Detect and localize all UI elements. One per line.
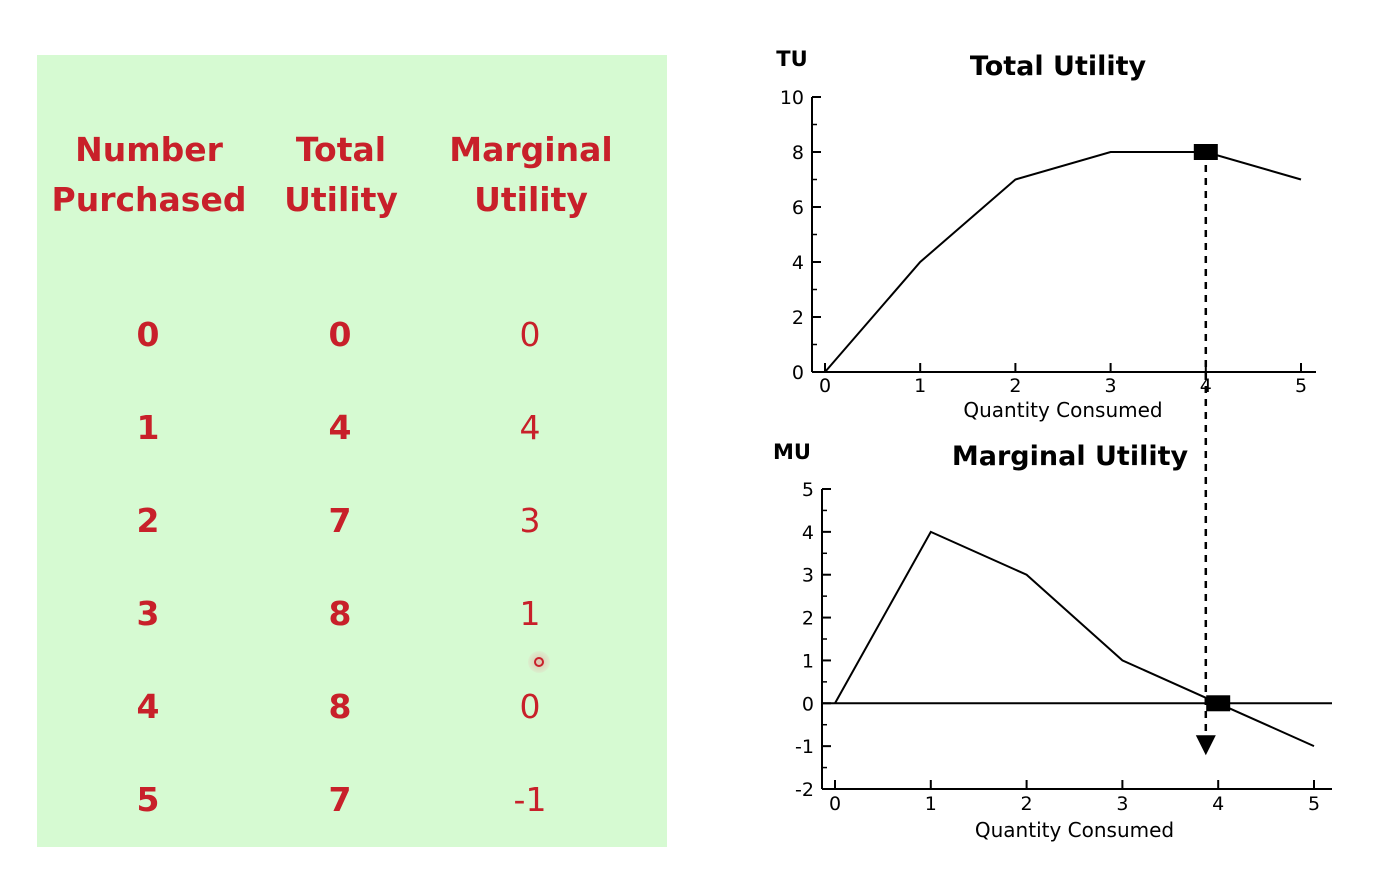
x-tick-label: 0 xyxy=(829,793,841,815)
y-tick-label: 8 xyxy=(792,142,804,164)
table-cell: 7 xyxy=(328,501,352,540)
y-tick-label: 0 xyxy=(802,693,814,715)
x-tick-label: 3 xyxy=(1116,793,1128,815)
chart-title: Total Utility xyxy=(970,51,1147,82)
table-cell: 0 xyxy=(136,315,160,354)
x-axis-label: Quantity Consumed xyxy=(975,818,1174,842)
table-cell: 8 xyxy=(328,687,352,726)
table-cell: 4 xyxy=(328,408,352,447)
y-tick-label: 6 xyxy=(792,197,804,219)
table-cell: 0 xyxy=(519,315,541,354)
table-cell: 3 xyxy=(519,501,541,540)
header-total-utility: Total Utility xyxy=(284,130,398,219)
table-cell: 1 xyxy=(136,408,160,447)
table-cell: 4 xyxy=(519,408,541,447)
series-line xyxy=(824,151,1302,373)
cursor-indicator xyxy=(528,651,550,673)
table-cell: -1 xyxy=(513,780,547,819)
y-tick-label: 5 xyxy=(802,479,814,501)
x-tick-label: 2 xyxy=(1009,375,1021,397)
y-tick-label: 0 xyxy=(792,362,804,384)
y-tick-label: 10 xyxy=(780,87,804,109)
highlight-marker xyxy=(1206,695,1231,712)
x-tick-label: 0 xyxy=(819,375,831,397)
y-axis-label: MU xyxy=(773,440,811,464)
table-cell: 8 xyxy=(328,594,352,633)
header-number-purchased: Number Purchased xyxy=(51,130,247,219)
y-tick-label: 3 xyxy=(802,565,814,587)
table-cell: 1 xyxy=(519,594,541,633)
y-axis-label: TU xyxy=(776,47,807,71)
header-marginal-utility: Marginal Utility xyxy=(449,130,613,219)
x-tick-label: 2 xyxy=(1021,793,1033,815)
y-tick-label: -1 xyxy=(795,736,814,758)
table-cell: 5 xyxy=(136,780,160,819)
chart-title: Marginal Utility xyxy=(952,441,1189,472)
x-tick-label: 1 xyxy=(914,375,926,397)
x-tick-label: 5 xyxy=(1308,793,1320,815)
x-tick-label: 3 xyxy=(1105,375,1117,397)
y-tick-label: 2 xyxy=(802,608,814,630)
y-tick-label: 4 xyxy=(792,252,804,274)
table-cell: 3 xyxy=(136,594,160,633)
x-tick-label: 5 xyxy=(1295,375,1307,397)
x-tick-label: 1 xyxy=(925,793,937,815)
table-cell: 0 xyxy=(328,315,352,354)
y-tick-label: 1 xyxy=(802,650,814,672)
y-tick-label: 2 xyxy=(792,307,804,329)
table-cell: 4 xyxy=(136,687,160,726)
utility-table: Number Purchased Total Utility Marginal … xyxy=(37,55,667,847)
y-tick-label: 4 xyxy=(802,522,814,544)
x-axis-label: Quantity Consumed xyxy=(963,398,1162,422)
table-cell: 0 xyxy=(519,687,541,726)
table-cell: 7 xyxy=(328,780,352,819)
arrow-head-icon xyxy=(1195,735,1216,756)
table-cell: 2 xyxy=(136,501,160,540)
x-tick-label: 4 xyxy=(1212,793,1224,815)
y-tick-label: -2 xyxy=(795,779,814,801)
series-line xyxy=(834,530,1315,748)
